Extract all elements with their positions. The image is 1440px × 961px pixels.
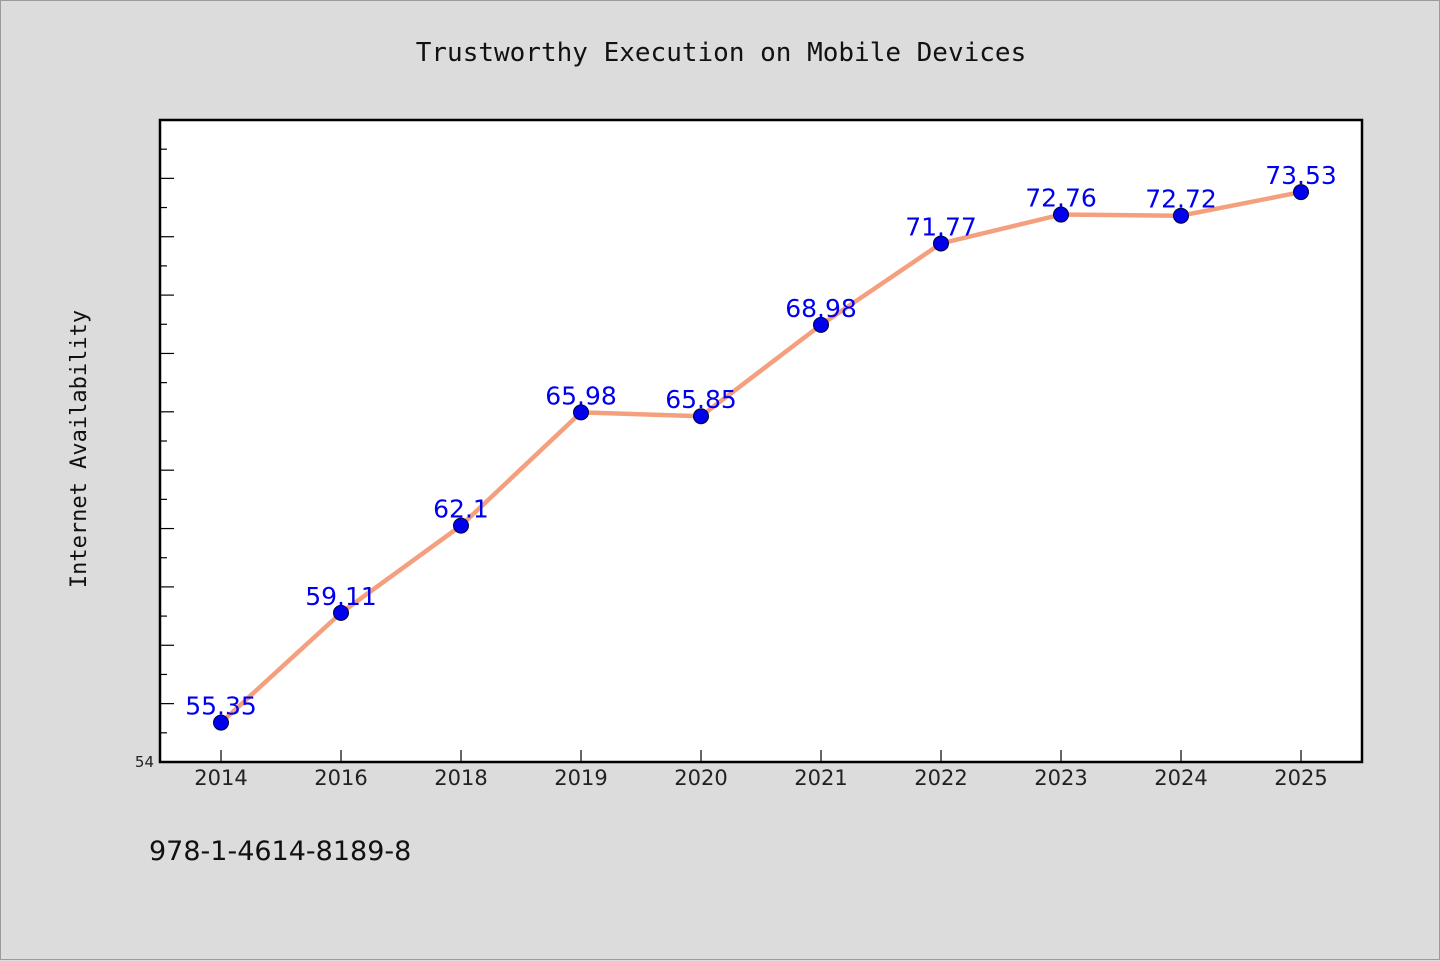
data-point	[213, 714, 229, 731]
x-tick-label: 2021	[794, 766, 847, 790]
data-point	[933, 235, 949, 252]
data-point	[1293, 184, 1309, 201]
data-point	[693, 408, 709, 425]
x-tick-label: 2016	[314, 766, 367, 790]
plot-area	[158, 118, 1364, 764]
chart-title: Trustworthy Execution on Mobile Devices	[416, 38, 1026, 68]
data-point	[333, 604, 349, 621]
data-point	[1053, 206, 1069, 223]
x-tick-label: 2025	[1274, 766, 1327, 790]
footer-isbn: 978-1-4614-8189-8	[149, 836, 412, 867]
x-tick-label: 2023	[1034, 766, 1087, 790]
series-line	[219, 189, 1302, 725]
x-tick-label: 2020	[674, 766, 727, 790]
data-point	[573, 404, 589, 421]
axis-ticks: 54 2014 2016 2018 2019 2020 2021 2022 2023 2024 20…	[135, 148, 1328, 790]
series-lines	[219, 189, 1302, 725]
x-tick-label: 2022	[914, 766, 967, 790]
data-point	[813, 316, 829, 333]
data-point	[1173, 207, 1189, 224]
x-tick-label: 2014	[194, 766, 247, 790]
data-point	[453, 517, 469, 534]
x-tick-label: 2019	[554, 766, 607, 790]
x-tick-label: 2024	[1154, 766, 1207, 790]
y-tick-label: 54	[135, 753, 154, 771]
y-axis-label: Internet Availability	[67, 310, 92, 588]
x-tick-label: 2018	[434, 766, 487, 790]
